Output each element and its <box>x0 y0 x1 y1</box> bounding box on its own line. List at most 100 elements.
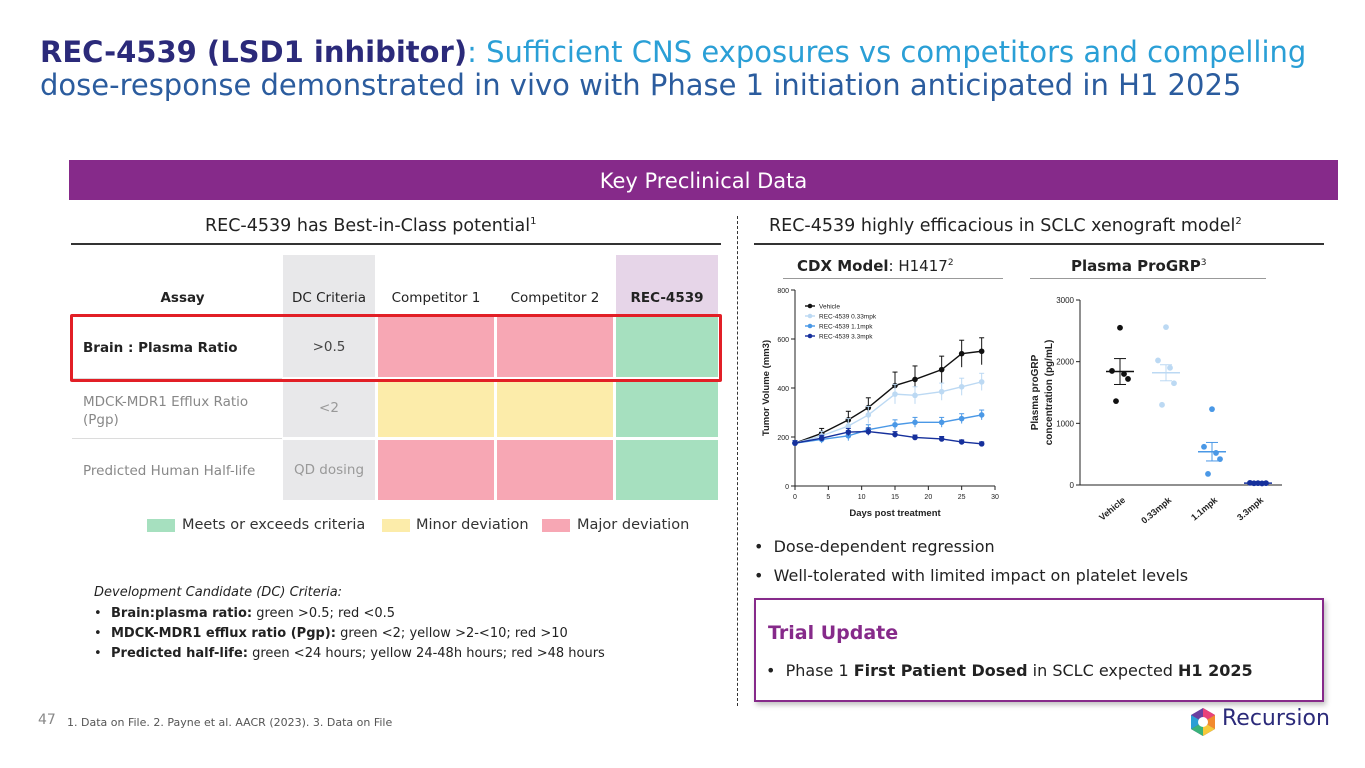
recursion-logo-icon <box>1191 708 1215 736</box>
dc-criteria-item: Predicted half-life: green <24 hours; ye… <box>94 646 605 661</box>
scatter-point <box>1201 443 1207 450</box>
cdx-chart-title: CDX Model: H14172 <box>797 257 954 275</box>
rec-header-bg <box>616 255 718 315</box>
right-heading: REC-4539 highly efficacious in SCLC xeno… <box>769 216 1242 236</box>
y-tick-label: 3000 <box>1056 296 1074 305</box>
data-point <box>912 392 918 399</box>
page-number: 47 <box>38 712 56 728</box>
legend-label: REC-4539 1.1mpk <box>819 324 873 331</box>
x-tick-label: 25 <box>958 494 966 501</box>
bullet-item: • Dose-dependent regression <box>754 537 995 556</box>
data-point <box>978 412 985 418</box>
right-heading-text: REC-4539 highly efficacious in SCLC xeno… <box>769 216 1236 236</box>
legend-marker <box>807 333 813 339</box>
scatter-point <box>1155 357 1161 364</box>
cell-competitor-1-major <box>378 317 494 377</box>
plasma-chart-title: Plasma ProGRP3 <box>1071 257 1206 275</box>
title-line1-rest: : Sufficient CNS exposures vs competitor… <box>467 35 1307 69</box>
data-point <box>792 440 798 446</box>
category-label: 3.3mpk <box>1235 494 1266 522</box>
trial-pre: Phase 1 <box>785 661 854 680</box>
scatter-point <box>1113 398 1119 405</box>
data-point <box>958 415 965 422</box>
x-tick-label: 5 <box>826 494 830 501</box>
data-point <box>978 379 985 385</box>
dc-criteria-item-bold: MDCK-MDR1 efflux ratio (Pgp): <box>111 626 336 641</box>
category-label: 1.1mpk <box>1189 494 1220 522</box>
data-point <box>845 423 852 429</box>
dc-criteria-item-text: green <24 hours; yellow 24-48h hours; re… <box>247 646 605 661</box>
cell-competitor-2-minor <box>497 380 613 437</box>
left-heading: REC-4539 has Best-in-Class potential1 <box>205 216 537 236</box>
y-tick-label: 1000 <box>1056 419 1074 428</box>
scatter-point <box>1205 471 1211 477</box>
dc-criteria-item-text: green >0.5; red <0.5 <box>252 606 396 621</box>
scatter-point <box>1209 406 1215 413</box>
col-header-rec-4539: REC-4539 <box>630 290 704 306</box>
dc-criteria-item-text: green <2; yellow >2-<10; red >10 <box>335 626 568 641</box>
cdx-chart-title-bold: CDX Model <box>797 257 889 275</box>
x-tick-label: 30 <box>991 494 999 501</box>
scatter-point <box>1159 401 1165 408</box>
data-point <box>818 435 825 442</box>
cdx-tumor-volume-chart: 0 200 400 600 800 0 5 10 15 20 25 30 Days post treat… <box>761 288 999 519</box>
legend-marker <box>807 323 813 329</box>
x-tick-label: 10 <box>858 494 866 501</box>
left-heading-sup: 1 <box>530 216 537 228</box>
cdx-chart-title-rest: : H1417 <box>888 257 948 275</box>
data-point <box>892 391 898 397</box>
cell-rec-4539-meets <box>616 317 718 377</box>
row-mdck-label-line1: MDCK-MDR1 Efflux Ratio <box>83 394 249 410</box>
data-point <box>978 441 985 447</box>
legend-label-major: Major deviation <box>577 517 690 533</box>
legend-swatch-major <box>542 519 570 532</box>
plasma-chart-title-bold: Plasma ProGRP <box>1071 257 1201 275</box>
data-point <box>958 350 965 357</box>
plasma-progrp-chart: 0 1000 2000 3000 Plasma proGRP concentration … <box>1030 296 1282 526</box>
col-header-competitor-2: Competitor 2 <box>510 290 600 306</box>
dc-header-bg <box>283 255 375 315</box>
trial-update-line: • Phase 1 First Patient Dosed in SCLC ex… <box>766 661 1253 680</box>
legend-marker <box>807 313 813 319</box>
legend-marker <box>807 303 813 309</box>
section-banner: Key Preclinical Data <box>69 160 1338 200</box>
cdx-title-rule <box>783 278 1003 279</box>
scatter-point <box>1117 324 1123 331</box>
row-half-life-criteria: QD dosing <box>283 440 375 500</box>
right-heading-sup: 2 <box>1235 216 1242 228</box>
col-header-competitor-1: Competitor 1 <box>391 290 481 306</box>
y-tick-label: 0 <box>1070 481 1075 490</box>
col-header-assay: Assay <box>160 290 205 306</box>
row-half-life-label: Predicted Human Half-life <box>83 463 256 479</box>
trial-mid: in SCLC expected <box>1027 661 1179 680</box>
row-mdck-label: MDCK-MDR1 Efflux Ratio (Pgp) <box>83 393 248 429</box>
data-point <box>892 431 898 438</box>
data-point <box>892 421 898 428</box>
dc-criteria-item: MDCK-MDR1 efflux ratio (Pgp): green <2; … <box>94 626 605 641</box>
category-label: 0.33mpk <box>1139 494 1174 525</box>
dc-criteria-item-bold: Brain:plasma ratio: <box>111 606 253 621</box>
col-header-dc: DC Criteria <box>291 290 366 306</box>
data-point <box>978 348 985 355</box>
legend-label: Vehicle <box>819 304 840 311</box>
plasma-chart-title-sup: 3 <box>1200 258 1207 268</box>
legend-swatch-meets <box>147 519 175 532</box>
cell-competitor-1-minor <box>378 380 494 437</box>
legend-label-meets: Meets or exceeds criteria <box>182 517 366 533</box>
data-point <box>958 383 965 390</box>
data-point <box>912 419 918 426</box>
data-point <box>938 388 945 395</box>
right-heading-rule <box>754 243 1324 245</box>
y-axis-label: concentration (pg/mL) <box>1044 340 1055 446</box>
legend-label: REC-4539 3.3mpk <box>819 334 873 341</box>
title-drug-name: REC-4539 (LSD1 inhibitor) <box>40 35 468 69</box>
brain-plasma-highlight-box <box>70 314 722 382</box>
y-tick-label: 800 <box>777 288 789 295</box>
row-brain-plasma-label: Brain : Plasma Ratio <box>83 340 238 356</box>
series-line <box>794 350 982 444</box>
scatter-point <box>1121 371 1127 377</box>
trial-update-box <box>754 598 1324 702</box>
scatter-point <box>1171 380 1177 387</box>
y-tick-label: 0 <box>785 484 789 491</box>
bullet-item: • Well-tolerated with limited impact on … <box>754 566 1189 585</box>
